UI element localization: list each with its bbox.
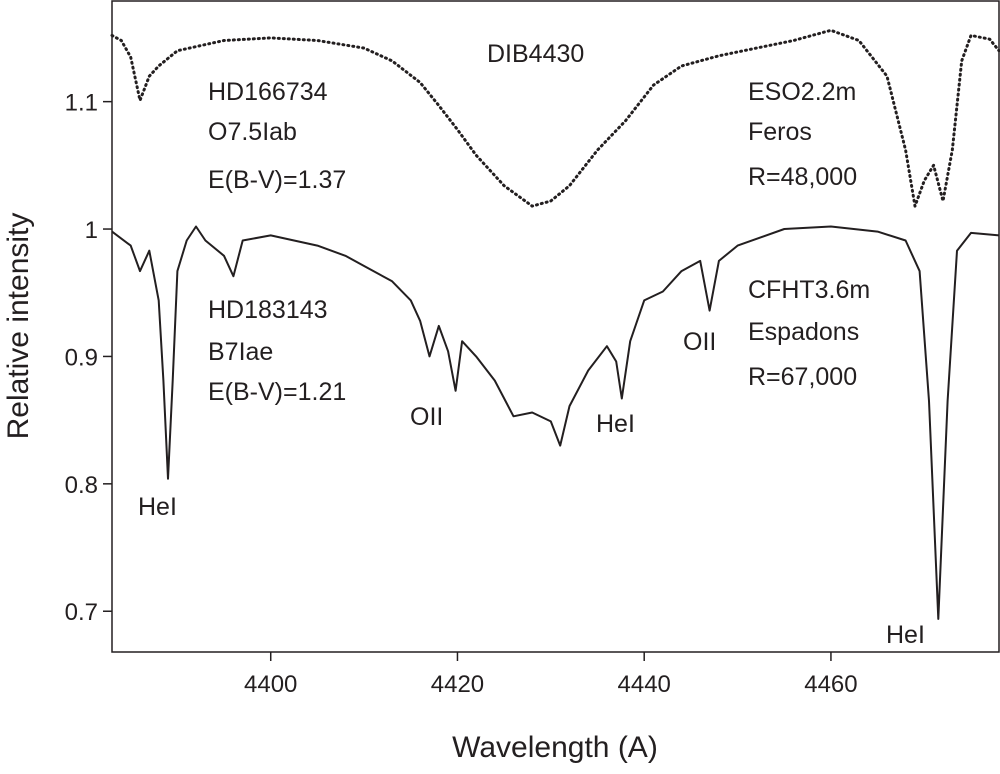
annotation: R=48,000 (748, 163, 857, 191)
annotation: O7.5Iab (208, 118, 297, 146)
annotation: HD166734 (208, 78, 328, 106)
x-tick-label: 4420 (431, 671, 484, 698)
y-tick-label: 1 (85, 217, 98, 244)
spectrum-line (111, 225, 1000, 620)
annotation: E(B-V)=1.37 (208, 166, 346, 194)
annotation: R=67,000 (748, 363, 857, 391)
x-tick-label: 4440 (618, 671, 671, 698)
annotation: DIB4430 (487, 40, 584, 68)
annotation: OII (683, 328, 716, 356)
x-tick-label: 4460 (804, 671, 857, 698)
y-tick-label: 0.9 (65, 344, 98, 371)
annotation: Feros (748, 118, 812, 146)
spectrum-line (110, 28, 1000, 208)
y-axis-title: Relative intensity (2, 213, 35, 440)
annotation: CFHT3.6m (748, 276, 870, 304)
annotation: OII (410, 403, 443, 431)
annotation: HD183143 (208, 296, 328, 324)
y-tick-label: 0.8 (65, 472, 98, 499)
x-tick-label: 4400 (244, 671, 297, 698)
plot-frame (111, 0, 1000, 653)
annotation: HeI (138, 493, 177, 521)
annotation: ESO2.2m (748, 78, 856, 106)
annotation: HeI (596, 410, 635, 438)
y-tick-label: 0.7 (65, 599, 98, 626)
annotation: E(B-V)=1.21 (208, 378, 346, 406)
annotation: HeI (886, 621, 925, 649)
y-tick-label: 1.1 (65, 90, 98, 117)
annotation: B7Iae (208, 338, 273, 366)
annotation: Espadons (748, 318, 859, 346)
x-axis-title: Wavelength (A) (452, 731, 658, 764)
